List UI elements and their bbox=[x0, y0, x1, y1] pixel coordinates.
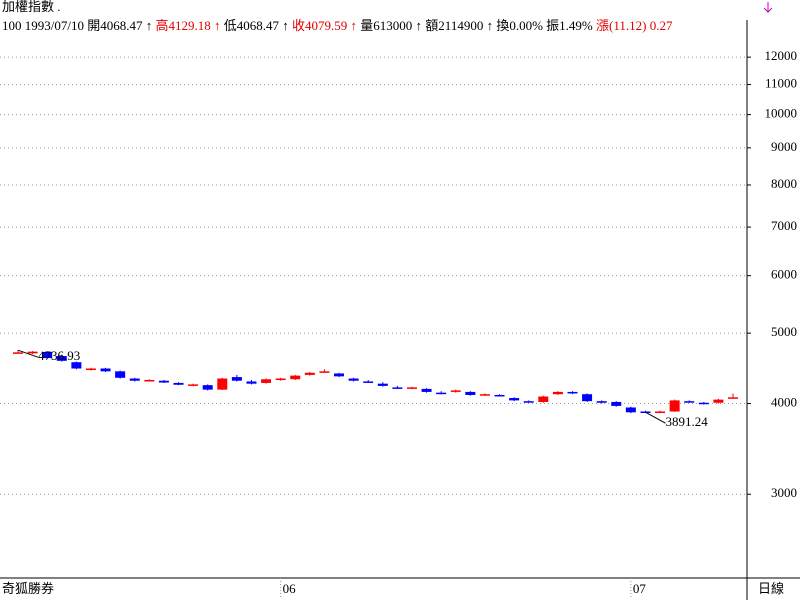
period: 日線 bbox=[758, 581, 784, 596]
candle-body bbox=[465, 391, 476, 395]
candle-body bbox=[188, 384, 199, 386]
y-tick-label: 10000 bbox=[765, 106, 798, 121]
candle-body bbox=[421, 388, 432, 392]
candle-body bbox=[392, 387, 403, 389]
candle-body bbox=[523, 401, 534, 403]
candle-body bbox=[479, 394, 490, 396]
annotation: 3891.24 bbox=[665, 414, 708, 429]
candle-body bbox=[217, 378, 228, 390]
candle-body bbox=[319, 371, 330, 373]
candle-body bbox=[173, 382, 184, 385]
annotation: 4736.93 bbox=[38, 348, 80, 363]
info-item: ↑ bbox=[214, 18, 221, 33]
info-item: ↑ bbox=[282, 18, 289, 33]
y-tick-label: 4000 bbox=[771, 395, 797, 410]
annotation-leader bbox=[17, 349, 39, 358]
candle-body bbox=[85, 368, 96, 370]
candle-body bbox=[669, 400, 680, 412]
candle-body bbox=[115, 371, 126, 378]
info-item: ↑ bbox=[416, 18, 423, 33]
y-tick-label: 8000 bbox=[771, 176, 797, 191]
candle-body bbox=[684, 401, 695, 403]
candle-body bbox=[56, 356, 67, 361]
candle-body bbox=[728, 397, 738, 399]
y-tick-label: 9000 bbox=[771, 139, 797, 154]
candle-body bbox=[713, 399, 724, 403]
info-text: 100 1993/07/10 開4068.47 ↑ 高4129.18 ↑ 低40… bbox=[2, 18, 673, 33]
candle-body bbox=[158, 380, 169, 383]
candle-body bbox=[538, 396, 549, 402]
candle-body bbox=[13, 352, 23, 354]
candle-body bbox=[698, 402, 709, 405]
candle-body bbox=[231, 377, 242, 381]
brand: 奇狐勝券 bbox=[2, 581, 54, 596]
candle-body bbox=[290, 375, 301, 380]
candle-body bbox=[275, 378, 286, 381]
candle-body bbox=[509, 398, 520, 401]
candle-body bbox=[144, 379, 155, 382]
candle-body bbox=[100, 368, 111, 372]
x-tick-label: 07 bbox=[633, 581, 647, 596]
info-item: 低4068.47 bbox=[224, 18, 280, 33]
y-tick-label: 12000 bbox=[765, 48, 798, 63]
candle-body bbox=[406, 387, 417, 389]
candle-body bbox=[71, 362, 82, 369]
info-item: 高4129.18 bbox=[155, 18, 210, 33]
candle-body bbox=[436, 392, 447, 395]
annotation-leader bbox=[645, 411, 666, 424]
y-tick-label: 5000 bbox=[771, 324, 797, 339]
info-item: 漲(11.12) bbox=[596, 18, 646, 33]
info-bar: 100 1993/07/10 開4068.47 ↑ 高4129.18 ↑ 低40… bbox=[2, 18, 673, 33]
candle-body bbox=[202, 385, 213, 390]
x-tick-label: 06 bbox=[283, 581, 297, 596]
candle-body bbox=[246, 381, 257, 384]
candle-body bbox=[611, 401, 622, 406]
info-item: 量613000 bbox=[360, 18, 412, 33]
candle-body bbox=[304, 372, 315, 375]
chart-title: 加權指數 . bbox=[2, 0, 61, 14]
candle-body bbox=[567, 391, 578, 394]
y-tick-label: 11000 bbox=[765, 76, 797, 91]
candle-body bbox=[348, 378, 359, 381]
candle-body bbox=[27, 351, 38, 354]
info-item: ↑ bbox=[146, 18, 153, 33]
candle-body bbox=[450, 390, 461, 392]
candle-body bbox=[42, 352, 53, 359]
candle-body bbox=[494, 394, 505, 397]
candle-body bbox=[596, 401, 607, 403]
scroll-icon bbox=[763, 2, 773, 13]
candle-body bbox=[334, 373, 345, 377]
candle-body bbox=[552, 391, 563, 395]
y-tick-label: 7000 bbox=[771, 218, 797, 233]
candle-body bbox=[655, 411, 666, 414]
y-tick-label: 3000 bbox=[771, 485, 797, 500]
candle-body bbox=[129, 378, 140, 381]
candle-body bbox=[363, 381, 374, 383]
y-tick-label: 6000 bbox=[771, 267, 797, 282]
info-item: ↑ bbox=[487, 18, 494, 33]
info-item: 0.27 bbox=[650, 18, 673, 33]
candle-body bbox=[377, 383, 388, 386]
candle-body bbox=[582, 394, 593, 402]
candle-body bbox=[261, 379, 272, 383]
info-item: 收4079.59 bbox=[292, 18, 347, 33]
info-item: 換0.00% 振1.49% bbox=[496, 18, 593, 33]
info-item: 額2114900 bbox=[425, 18, 483, 33]
info-item: ↑ bbox=[351, 18, 358, 33]
candle-body bbox=[625, 407, 636, 413]
info-item: 100 1993/07/10 開4068.47 bbox=[2, 18, 143, 33]
